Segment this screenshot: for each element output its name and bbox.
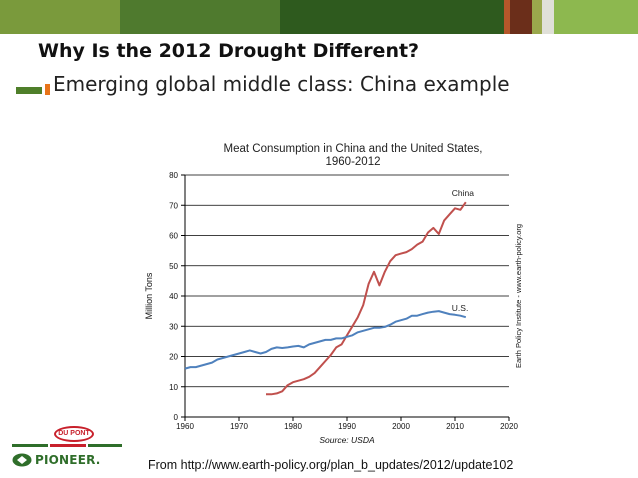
top-bar-segment: [120, 0, 280, 34]
x-tick-label: 1970: [230, 422, 248, 431]
x-tick-label: 2010: [446, 422, 464, 431]
y-axis-label: Million Tons: [144, 272, 154, 319]
top-bar-segment: [280, 0, 504, 34]
top-bar-segment: [554, 0, 638, 34]
x-tick-label: 1990: [338, 422, 356, 431]
y-tick-label: 80: [169, 171, 178, 180]
top-bar-segment: [510, 0, 532, 34]
series-line-china: [266, 201, 467, 396]
pioneer-mark-icon: [12, 453, 32, 467]
source-note: From http://www.earth-policy.org/plan_b_…: [148, 458, 514, 472]
top-bar-segment: [0, 0, 120, 34]
x-axis-label: Source: USDA: [319, 435, 375, 445]
series-line-us: [184, 310, 467, 370]
bullet-bar: [16, 87, 42, 94]
logo-divider: [12, 444, 122, 447]
top-color-bar: [0, 0, 638, 34]
y-tick-label: 20: [169, 353, 178, 362]
y-tick-label: 40: [169, 292, 178, 301]
chart-title: Meat Consumption in China and the United…: [224, 143, 483, 155]
top-bar-segment: [532, 0, 542, 34]
y-tick-label: 70: [169, 201, 178, 210]
pioneer-logo: PIONEER.: [12, 452, 101, 468]
side-note: Earth Policy Institute - www.earth-polic…: [514, 224, 523, 368]
chart-subtitle: 1960-2012: [326, 156, 381, 168]
y-tick-label: 10: [169, 383, 178, 392]
slide-title: Why Is the 2012 Drought Different?: [38, 40, 420, 62]
pioneer-wordmark: PIONEER.: [35, 453, 101, 467]
slide-subtitle: Emerging global middle class: China exam…: [53, 72, 510, 96]
y-tick-label: 30: [169, 322, 178, 331]
top-bar-segment: [542, 0, 554, 34]
dupont-logo: DU PONT: [54, 426, 94, 442]
y-tick-label: 60: [169, 232, 178, 241]
y-tick-label: 0: [174, 413, 179, 422]
y-tick-label: 50: [169, 262, 178, 271]
series-label: China: [452, 188, 474, 198]
bullet-accent: [45, 84, 50, 95]
x-tick-label: 2000: [392, 422, 410, 431]
top-bar-segment: [504, 0, 510, 34]
series-label: U.S.: [452, 303, 469, 313]
x-tick-label: 1960: [176, 422, 194, 431]
x-tick-label: 1980: [284, 422, 302, 431]
x-tick-label: 2020: [500, 422, 518, 431]
